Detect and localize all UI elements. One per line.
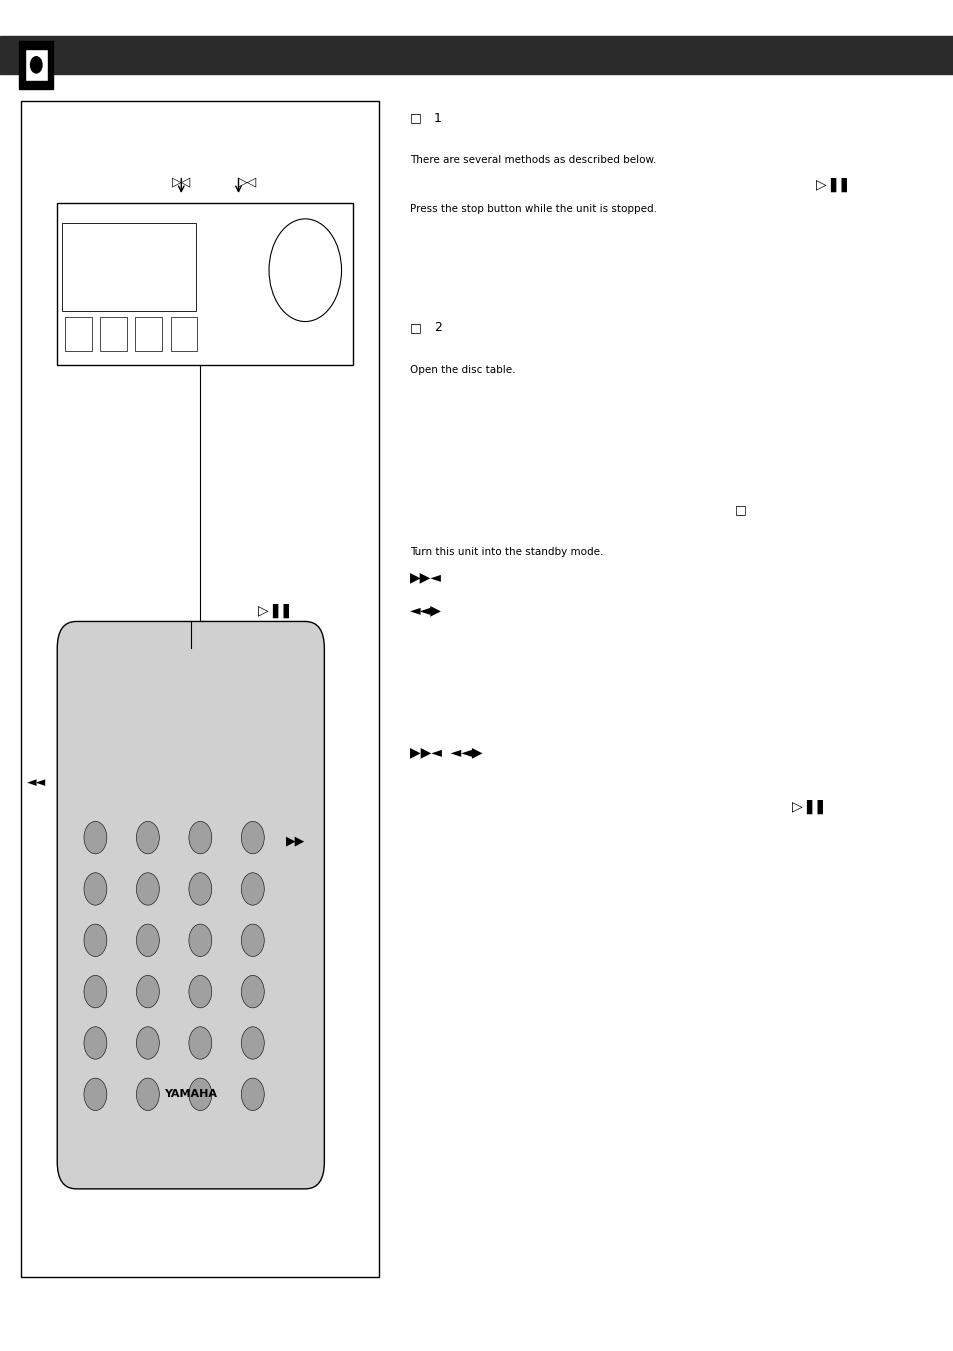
Circle shape: [241, 1078, 264, 1111]
Text: Press the stop button while the unit is stopped.: Press the stop button while the unit is …: [410, 204, 657, 213]
Circle shape: [136, 1078, 159, 1111]
Text: ▷ ▌▌: ▷ ▌▌: [257, 604, 294, 617]
Text: YAMAHA: YAMAHA: [164, 1089, 217, 1100]
Circle shape: [84, 873, 107, 905]
Text: ◄◄▶: ◄◄▶: [410, 604, 441, 617]
Text: □: □: [410, 322, 421, 334]
Circle shape: [136, 1027, 159, 1059]
Text: There are several methods as described below.: There are several methods as described b…: [410, 155, 656, 165]
Circle shape: [269, 219, 341, 322]
Text: ▶▶: ▶▶: [286, 835, 305, 847]
Text: ▷◁: ▷◁: [172, 176, 191, 189]
Circle shape: [189, 924, 212, 957]
Circle shape: [136, 873, 159, 905]
Circle shape: [189, 821, 212, 854]
Text: 2: 2: [434, 322, 441, 334]
Text: ▶▶◄  ◄◄▶: ▶▶◄ ◄◄▶: [410, 746, 482, 759]
Circle shape: [241, 975, 264, 1008]
Bar: [171, 317, 197, 351]
Circle shape: [189, 873, 212, 905]
Circle shape: [84, 1027, 107, 1059]
Text: ▷ ▌▌: ▷ ▌▌: [815, 178, 851, 192]
Bar: [135, 317, 162, 351]
Bar: [100, 317, 127, 351]
Circle shape: [84, 1078, 107, 1111]
Circle shape: [189, 1027, 212, 1059]
Text: Open the disc table.: Open the disc table.: [410, 365, 516, 374]
FancyBboxPatch shape: [57, 621, 324, 1189]
Text: ▶▶◄: ▶▶◄: [410, 570, 441, 584]
Circle shape: [241, 821, 264, 854]
Bar: [25, 49, 48, 81]
Circle shape: [241, 924, 264, 957]
Text: □: □: [734, 504, 745, 516]
Text: ▷◁: ▷◁: [238, 176, 257, 189]
Bar: [21, 101, 378, 1277]
Circle shape: [136, 924, 159, 957]
Text: ◄◄: ◄◄: [27, 777, 46, 789]
Bar: [57, 203, 353, 365]
Circle shape: [84, 821, 107, 854]
Circle shape: [241, 873, 264, 905]
Circle shape: [30, 57, 42, 73]
Circle shape: [136, 821, 159, 854]
Text: □: □: [410, 112, 421, 124]
Circle shape: [189, 1078, 212, 1111]
Text: ▷ ▌▌: ▷ ▌▌: [791, 800, 827, 813]
Circle shape: [189, 975, 212, 1008]
Circle shape: [84, 924, 107, 957]
Bar: [62, 223, 195, 311]
Bar: [19, 41, 53, 89]
Text: Turn this unit into the standby mode.: Turn this unit into the standby mode.: [410, 547, 603, 557]
Bar: [0, 36, 953, 74]
Circle shape: [241, 1027, 264, 1059]
Circle shape: [136, 975, 159, 1008]
Circle shape: [84, 975, 107, 1008]
Bar: [65, 317, 91, 351]
Text: 1: 1: [434, 112, 441, 124]
